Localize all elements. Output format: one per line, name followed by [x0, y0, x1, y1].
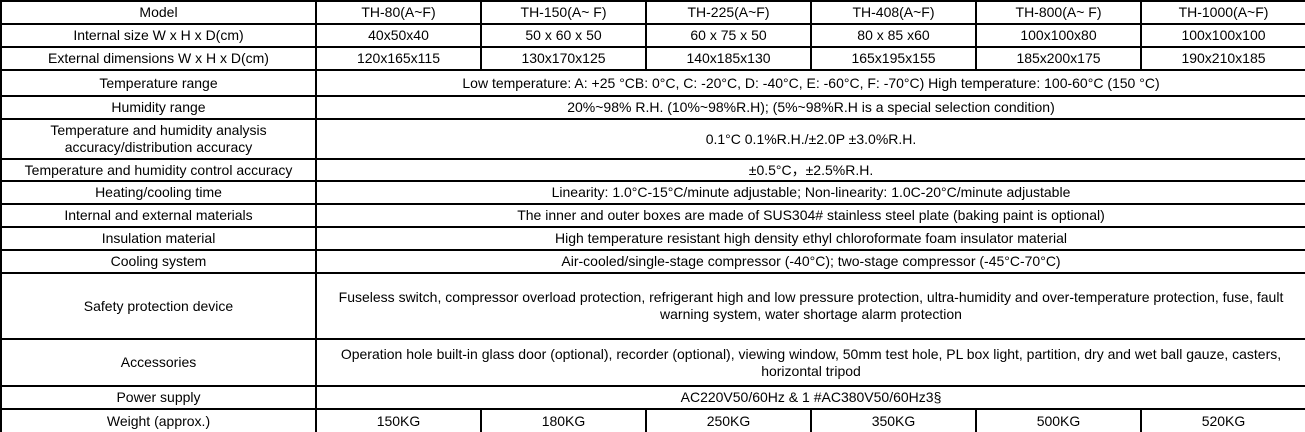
external-dimensions-cell: 165x195x155	[810, 46, 977, 71]
internal-size-cell: 100x100x80	[975, 23, 1142, 48]
external-dimensions-cell: 185x200x175	[975, 46, 1142, 71]
row-accessories: Accessories Operation hole built-in glas…	[0, 338, 1305, 387]
model-cell: TH-408(A~F)	[810, 0, 977, 25]
row-heating-cooling-time: Heating/cooling time Linearity: 1.0°C-15…	[0, 180, 1305, 205]
external-dimensions-cell: 140x185x130	[645, 46, 812, 71]
weight-cell: 250KG	[645, 408, 812, 432]
row-label-model: Model	[0, 0, 317, 25]
model-cell: TH-80(A~F)	[315, 0, 482, 25]
external-dimensions-cell: 130x170x125	[480, 46, 647, 71]
row-internal-size: Internal size W x H x D(cm) 40x50x40 50 …	[0, 23, 1305, 48]
weight-cell: 520KG	[1140, 408, 1305, 432]
row-insulation-material: Insulation material High temperature res…	[0, 226, 1305, 251]
row-model: Model TH-80(A~F) TH-150(A~ F) TH-225(A~F…	[0, 0, 1305, 25]
row-power-supply: Power supply AC220V50/60Hz & 1 #AC380V50…	[0, 385, 1305, 410]
row-cooling-system: Cooling system Air-cooled/single-stage c…	[0, 249, 1305, 274]
weight-cell: 180KG	[480, 408, 647, 432]
row-label-internal-size: Internal size W x H x D(cm)	[0, 23, 317, 48]
humidity-range-value: 20%~98% R.H. (10%~98%R.H); (5%~98%R.H is…	[315, 95, 1305, 120]
row-label-cooling-system: Cooling system	[0, 249, 317, 274]
row-materials: Internal and external materials The inne…	[0, 203, 1305, 228]
accessories-value: Operation hole built-in glass door (opti…	[315, 338, 1305, 387]
row-label-safety-protection: Safety protection device	[0, 272, 317, 340]
row-label-insulation-material: Insulation material	[0, 226, 317, 251]
row-label-humidity-range: Humidity range	[0, 95, 317, 120]
external-dimensions-cell: 120x165x115	[315, 46, 482, 71]
materials-value: The inner and outer boxes are made of SU…	[315, 203, 1305, 228]
row-label-weight: Weight (approx.)	[0, 408, 317, 432]
row-label-materials: Internal and external materials	[0, 203, 317, 228]
internal-size-cell: 100x100x100	[1140, 23, 1305, 48]
analysis-accuracy-value: 0.1°C 0.1%R.H./±2.0P ±3.0%R.H.	[315, 118, 1305, 160]
weight-cell: 350KG	[810, 408, 977, 432]
row-label-accessories: Accessories	[0, 338, 317, 387]
weight-cell: 150KG	[315, 408, 482, 432]
row-safety-protection: Safety protection device Fuseless switch…	[0, 272, 1305, 340]
row-external-dimensions: External dimensions W x H x D(cm) 120x16…	[0, 46, 1305, 71]
insulation-material-value: High temperature resistant high density …	[315, 226, 1305, 251]
row-analysis-accuracy: Temperature and humidity analysis accura…	[0, 118, 1305, 160]
cooling-system-value: Air-cooled/single-stage compressor (-40°…	[315, 249, 1305, 274]
row-label-analysis-accuracy: Temperature and humidity analysis accura…	[0, 118, 317, 160]
row-label-external-dimensions: External dimensions W x H x D(cm)	[0, 46, 317, 71]
row-label-heating-cooling-time: Heating/cooling time	[0, 180, 317, 205]
row-label-control-accuracy: Temperature and humidity control accurac…	[0, 158, 317, 182]
power-supply-value: AC220V50/60Hz & 1 #AC380V50/60Hz3§	[315, 385, 1305, 410]
internal-size-cell: 60 x 75 x 50	[645, 23, 812, 48]
external-dimensions-cell: 190x210x185	[1140, 46, 1305, 71]
model-cell: TH-800(A~ F)	[975, 0, 1142, 25]
internal-size-cell: 40x50x40	[315, 23, 482, 48]
model-cell: TH-225(A~F)	[645, 0, 812, 25]
row-control-accuracy: Temperature and humidity control accurac…	[0, 158, 1305, 182]
model-cell: TH-1000(A~F)	[1140, 0, 1305, 25]
safety-protection-value: Fuseless switch, compressor overload pro…	[315, 272, 1305, 340]
internal-size-cell: 50 x 60 x 50	[480, 23, 647, 48]
row-label-power-supply: Power supply	[0, 385, 317, 410]
temperature-range-value: Low temperature: A: +25 °CB: 0°C, C: -20…	[315, 69, 1305, 97]
row-label-temperature-range: Temperature range	[0, 69, 317, 97]
model-cell: TH-150(A~ F)	[480, 0, 647, 25]
weight-cell: 500KG	[975, 408, 1142, 432]
row-temperature-range: Temperature range Low temperature: A: +2…	[0, 69, 1305, 97]
row-humidity-range: Humidity range 20%~98% R.H. (10%~98%R.H)…	[0, 95, 1305, 120]
internal-size-cell: 80 x 85 x60	[810, 23, 977, 48]
heating-cooling-time-value: Linearity: 1.0°C-15°C/minute adjustable;…	[315, 180, 1305, 205]
row-weight: Weight (approx.) 150KG 180KG 250KG 350KG…	[0, 408, 1305, 432]
control-accuracy-value: ±0.5°C，±2.5%R.H.	[315, 158, 1305, 182]
